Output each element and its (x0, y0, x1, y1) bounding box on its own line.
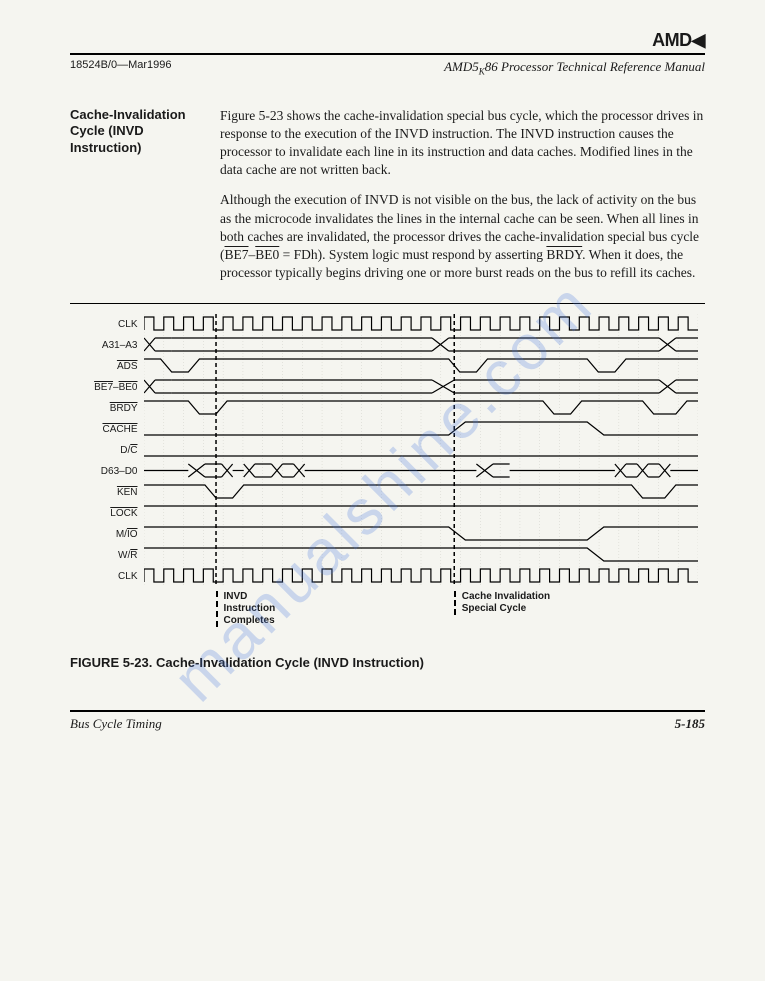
page-header: 18524B/0—Mar1996 AMD5K86 Processor Techn… (70, 59, 705, 77)
page-footer: Bus Cycle Timing 5-185 (70, 716, 705, 732)
figure-caption: FIGURE 5-23. Cache-Invalidation Cycle (I… (70, 655, 705, 670)
annotation: Cache InvalidationSpecial Cycle (454, 591, 550, 615)
signal-row: ADS (78, 356, 698, 377)
signal-wave (144, 419, 698, 440)
signal-label: CACHE (78, 424, 144, 435)
signal-wave (144, 356, 698, 377)
signal-row: CLK (78, 314, 698, 335)
signal-wave (144, 314, 698, 335)
signal-wave (144, 398, 698, 419)
doc-id: 18524B/0—Mar1996 (70, 59, 172, 77)
signal-row: KEN (78, 482, 698, 503)
signal-label: D63–D0 (78, 466, 144, 477)
signal-wave (144, 440, 698, 461)
paragraph-2: Although the execution of INVD is not vi… (220, 191, 705, 282)
footer-section: Bus Cycle Timing (70, 716, 162, 732)
doc-title: AMD5K86 Processor Technical Reference Ma… (444, 59, 705, 77)
bottom-rule (70, 710, 705, 712)
section-content: Cache-Invalidation Cycle (INVD Instructi… (70, 107, 705, 295)
signal-wave (144, 503, 698, 524)
signal-label: D/C (78, 445, 144, 456)
signal-label: KEN (78, 487, 144, 498)
signal-row: LOCK (78, 503, 698, 524)
signal-row: D/C (78, 440, 698, 461)
signal-label: W/R (78, 550, 144, 561)
annotation: INVDInstructionCompletes (216, 591, 276, 627)
signal-row: W/R (78, 545, 698, 566)
signal-row: A31–A3 (78, 335, 698, 356)
signal-wave (144, 524, 698, 545)
signal-wave (144, 461, 698, 482)
signal-label: CLK (78, 571, 144, 582)
signal-label: CLK (78, 319, 144, 330)
signal-row: D63–D0 (78, 461, 698, 482)
signal-wave (144, 566, 698, 587)
page: AMD▶ 18524B/0—Mar1996 AMD5K86 Processor … (0, 0, 765, 762)
timing-diagram: CLK A31–A3 ADS BE7–BE0 BRDY CACHE D/C D63–D0 KEN… (78, 314, 698, 631)
signal-label: M/IO (78, 529, 144, 540)
signal-label: A31–A3 (78, 340, 144, 351)
signal-row: CACHE (78, 419, 698, 440)
body-text: Figure 5-23 shows the cache-invalidation… (220, 107, 705, 295)
top-rule (70, 53, 705, 55)
brand-logo: AMD▶ (70, 30, 705, 51)
signal-row: M/IO (78, 524, 698, 545)
thin-rule (70, 303, 705, 304)
signal-wave (144, 335, 698, 356)
signal-row: CLK (78, 566, 698, 587)
signal-label: BE7–BE0 (78, 382, 144, 393)
paragraph-1: Figure 5-23 shows the cache-invalidation… (220, 107, 705, 180)
signal-label: BRDY (78, 403, 144, 414)
signal-row: BRDY (78, 398, 698, 419)
signal-wave (144, 482, 698, 503)
signal-row: BE7–BE0 (78, 377, 698, 398)
signal-label: ADS (78, 361, 144, 372)
signal-wave (144, 545, 698, 566)
annotation-row: INVDInstructionCompletes Cache Invalidati… (78, 591, 698, 631)
page-number: 5-185 (675, 716, 705, 732)
signal-wave (144, 377, 698, 398)
signal-label: LOCK (78, 508, 144, 519)
side-heading: Cache-Invalidation Cycle (INVD Instructi… (70, 107, 200, 295)
